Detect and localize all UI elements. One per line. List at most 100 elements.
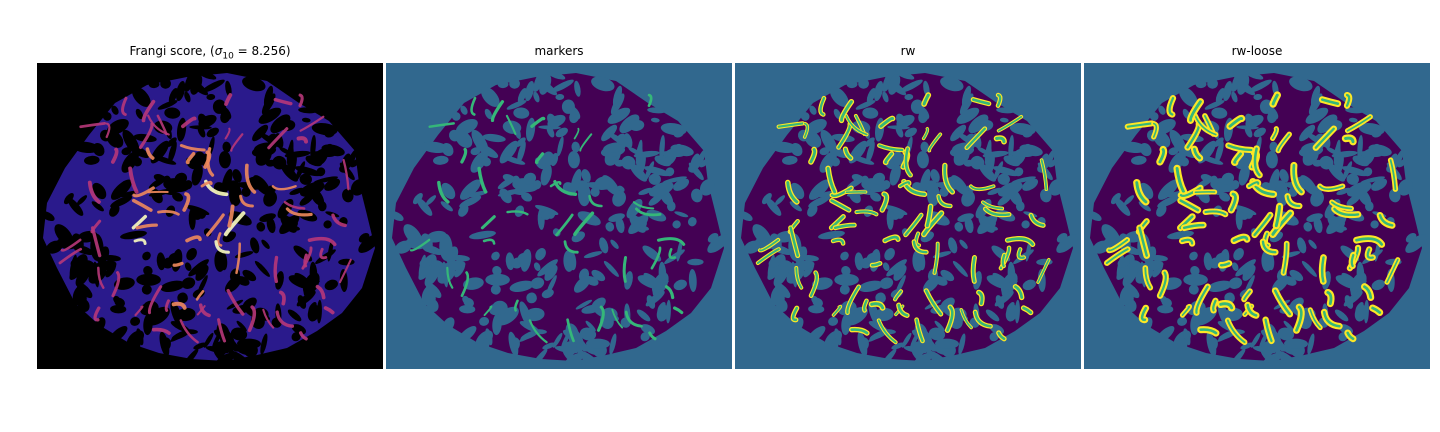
pore-blob xyxy=(1014,167,1024,177)
pore-blob xyxy=(690,153,700,170)
pore-blob xyxy=(808,179,830,200)
pore-blob xyxy=(305,155,323,167)
pore-blob xyxy=(1289,76,1313,92)
vessel-marker xyxy=(982,201,1004,210)
pore-blob xyxy=(896,70,915,80)
pore-blob xyxy=(602,307,618,321)
pore-blob xyxy=(674,211,689,218)
vessel-marker xyxy=(1179,199,1200,212)
vessel-marker xyxy=(1277,133,1291,152)
pore-blob xyxy=(160,337,171,351)
pore-blob xyxy=(952,260,968,277)
pore-blob xyxy=(1397,158,1408,168)
vessel-marker xyxy=(1158,271,1167,297)
pore-blob xyxy=(341,153,351,170)
pore-blob xyxy=(1240,342,1254,350)
vessel-marker xyxy=(673,306,684,315)
pore-blob xyxy=(197,275,208,295)
vessel-marker xyxy=(933,242,939,274)
pore-blob xyxy=(316,299,322,324)
vessel-marker xyxy=(925,204,933,228)
pore-blob xyxy=(497,176,517,190)
pore-blob xyxy=(184,91,191,103)
pore-blob xyxy=(744,240,761,254)
pore-blob xyxy=(1310,190,1324,207)
pore-blob xyxy=(585,320,596,332)
vessel-response xyxy=(244,163,257,194)
vessel-marker xyxy=(984,207,1011,217)
vessel-marker xyxy=(1135,181,1148,204)
vessel-response xyxy=(214,240,230,254)
pore-blob xyxy=(67,197,84,216)
vessel-marker xyxy=(1180,238,1194,245)
vessel-marker xyxy=(1138,226,1148,257)
pore-blob xyxy=(563,341,577,356)
pore-blob xyxy=(1158,105,1166,115)
pore-blob xyxy=(350,179,366,196)
pore-blob xyxy=(1346,181,1372,197)
vessel-marker xyxy=(1331,201,1353,210)
pore-blob xyxy=(808,304,825,314)
pore-blob xyxy=(141,284,152,295)
pore-blob xyxy=(1157,179,1179,200)
pore-blob xyxy=(186,248,197,261)
pore-blob xyxy=(639,225,650,231)
pore-blob xyxy=(403,224,423,247)
pore-blob xyxy=(834,273,859,286)
vessel-marker xyxy=(1179,186,1202,198)
pore-blob xyxy=(1336,187,1351,195)
pore-blob xyxy=(40,210,55,222)
title-prefix: Frangi score, ( xyxy=(129,44,215,58)
vessel-marker xyxy=(1204,210,1227,216)
pore-blob xyxy=(533,262,541,271)
pore-blob xyxy=(440,201,453,212)
vessel-marker xyxy=(1229,192,1237,212)
pore-blob xyxy=(880,348,897,368)
vessel-response xyxy=(216,232,223,247)
vessel-response xyxy=(157,210,180,216)
pore-pattern xyxy=(738,67,1078,368)
vessel-response xyxy=(319,247,328,260)
vessel-marker xyxy=(943,164,954,194)
pore-blob xyxy=(833,108,842,120)
frangi-score-image xyxy=(37,63,383,369)
pore-blob xyxy=(482,133,506,143)
pore-blob xyxy=(395,240,412,254)
vessel-response xyxy=(79,122,107,129)
pore-blob xyxy=(1156,204,1167,217)
pore-blob xyxy=(339,269,348,292)
pore-blob xyxy=(599,237,609,254)
pore-blob xyxy=(996,107,1016,114)
pore-blob xyxy=(109,204,120,217)
panel-title-markers: markers xyxy=(534,44,584,58)
vessel-marker xyxy=(870,302,885,310)
pore-blob xyxy=(535,204,559,216)
pore-blob xyxy=(544,264,558,281)
vessel-response xyxy=(141,99,156,123)
vessel-response xyxy=(299,115,325,132)
pore-blob xyxy=(818,230,845,240)
pore-blob xyxy=(350,158,361,168)
pore-blob xyxy=(1275,350,1297,366)
vessel-response xyxy=(121,96,128,116)
vessel-marker xyxy=(1233,152,1242,164)
vessel-marker xyxy=(946,305,954,332)
vessel-marker xyxy=(534,152,545,164)
pore-blob xyxy=(840,251,849,261)
pore-blob xyxy=(1310,85,1321,107)
vessel-marker xyxy=(1158,148,1166,164)
pore-blob xyxy=(517,88,527,104)
pore-blob xyxy=(1289,269,1304,282)
pore-blob xyxy=(738,210,753,222)
pore-blob xyxy=(525,307,545,322)
pore-blob xyxy=(228,350,250,366)
pore-blob xyxy=(76,282,93,299)
vessel-marker xyxy=(1320,256,1325,283)
vessel-marker xyxy=(664,285,675,300)
vessel-marker xyxy=(505,114,517,136)
pore-blob xyxy=(71,141,100,154)
vessel-marker xyxy=(588,194,603,208)
pore-blob xyxy=(195,264,209,281)
vessel-segments xyxy=(409,93,686,344)
pore-blob xyxy=(1189,251,1198,261)
